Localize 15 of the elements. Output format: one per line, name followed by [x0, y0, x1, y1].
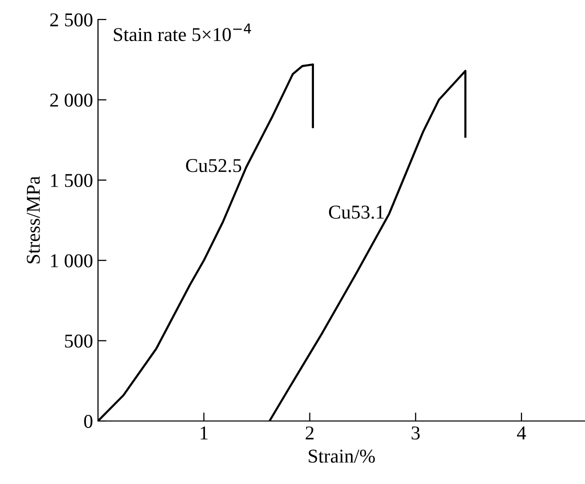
x-tick-label: 3: [412, 426, 420, 440]
x-tick-label: 4: [516, 426, 526, 440]
y-tick-label: 1 500: [51, 174, 92, 188]
y-axis-title: Stress/MPa: [26, 176, 40, 264]
x-tick-label: 1: [200, 426, 208, 440]
annotation: Stain rate 5×10$^{−4}$: [114, 24, 252, 42]
y-tick-label: 2 500: [50, 13, 92, 26]
series-label: Cu52.5: [186, 159, 242, 172]
y-tick-label: 2 000: [50, 94, 92, 107]
series-label: Cu53.1: [328, 206, 384, 219]
x-tick-label: 2: [306, 426, 314, 440]
y-tick-label: 0: [84, 414, 92, 428]
y-tick-label: 500: [65, 334, 92, 348]
x-axis-title: Strain/%: [308, 450, 375, 463]
y-tick-label: 1 000: [51, 254, 92, 268]
